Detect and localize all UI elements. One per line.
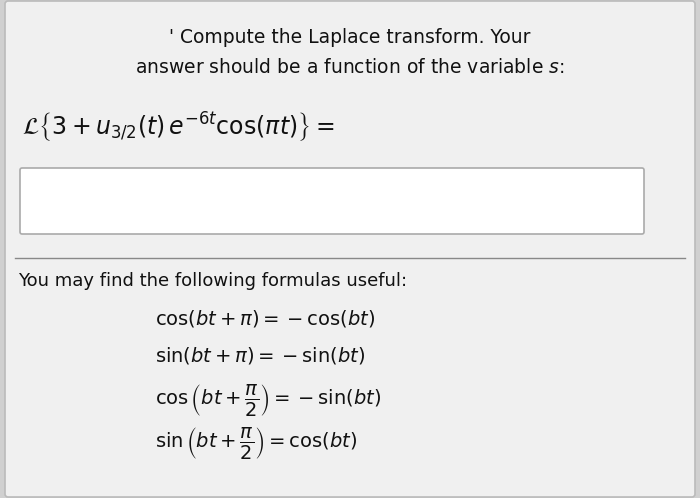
Text: $\mathcal{L}\left\{3 + u_{3/2}(t)\,e^{-6t}\cos(\pi t)\right\} =$: $\mathcal{L}\left\{3 + u_{3/2}(t)\,e^{-6… [22, 110, 335, 143]
Text: $\sin\left(bt + \dfrac{\pi}{2}\right) = \cos(bt)$: $\sin\left(bt + \dfrac{\pi}{2}\right) = … [155, 425, 357, 461]
Text: ' Compute the Laplace transform. Your: ' Compute the Laplace transform. Your [169, 28, 531, 47]
Text: $\sin(bt + \pi) = -\sin(bt)$: $\sin(bt + \pi) = -\sin(bt)$ [155, 345, 365, 366]
FancyBboxPatch shape [5, 1, 695, 497]
Text: You may find the following formulas useful:: You may find the following formulas usef… [18, 272, 407, 290]
Text: answer should be a function of the variable $s$:: answer should be a function of the varia… [135, 58, 565, 77]
Text: $\cos(bt + \pi) = -\cos(bt)$: $\cos(bt + \pi) = -\cos(bt)$ [155, 308, 375, 329]
Text: $\cos\left(bt + \dfrac{\pi}{2}\right) = -\sin(bt)$: $\cos\left(bt + \dfrac{\pi}{2}\right) = … [155, 382, 382, 418]
FancyBboxPatch shape [20, 168, 644, 234]
